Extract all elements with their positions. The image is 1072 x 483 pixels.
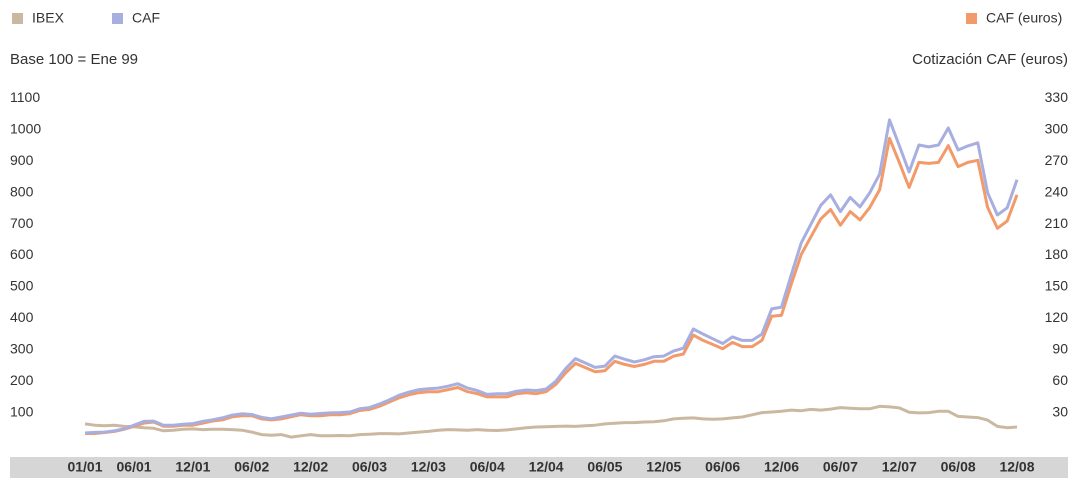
legend-label: IBEX bbox=[32, 10, 65, 26]
y2-tick-label: 180 bbox=[1045, 246, 1069, 262]
x-tick-label: 06/07 bbox=[823, 459, 858, 475]
x-tick-label: 12/01 bbox=[175, 459, 210, 475]
x-tick-label: 06/05 bbox=[587, 459, 622, 475]
y-tick-label: 100 bbox=[10, 403, 34, 419]
y2-tick-label: 300 bbox=[1045, 121, 1069, 137]
x-tick-label: 06/01 bbox=[117, 459, 152, 475]
y-tick-label: 500 bbox=[10, 278, 34, 294]
subtitle: Base 100 = Ene 99 bbox=[10, 51, 138, 68]
x-tick-label: 06/08 bbox=[941, 459, 976, 475]
legend-label: CAF (euros) bbox=[986, 10, 1062, 26]
y2-tick-label: 270 bbox=[1045, 152, 1069, 168]
x-tick-label: 12/02 bbox=[293, 459, 328, 475]
y-tick-label: 700 bbox=[10, 215, 34, 231]
x-axis-band bbox=[10, 457, 1068, 478]
x-tick-label: 12/03 bbox=[411, 459, 446, 475]
x-tick-label: 06/03 bbox=[352, 459, 387, 475]
series-line bbox=[84, 404, 1018, 439]
y-tick-label: 200 bbox=[10, 372, 34, 388]
y-tick-label: 1000 bbox=[10, 121, 41, 137]
x-tick-label: 06/06 bbox=[705, 459, 740, 475]
y2-tick-label: 240 bbox=[1045, 183, 1069, 199]
series-line bbox=[85, 136, 1019, 435]
y2-tick-label: 30 bbox=[1052, 403, 1068, 419]
x-tick-label: 12/06 bbox=[764, 459, 799, 475]
y2-tick-label: 330 bbox=[1045, 89, 1069, 105]
x-tick-label: 12/04 bbox=[529, 459, 564, 475]
y2-tick-label: 150 bbox=[1045, 278, 1069, 294]
legend-swatch bbox=[12, 13, 23, 24]
legend-swatch bbox=[966, 13, 977, 24]
y2-tick-label: 90 bbox=[1052, 340, 1068, 356]
legend-swatch bbox=[112, 13, 123, 24]
y2-tick-label: 120 bbox=[1045, 309, 1069, 325]
y2-tick-label: 60 bbox=[1052, 372, 1068, 388]
x-tick-label: 01/01 bbox=[67, 459, 102, 475]
y-tick-label: 300 bbox=[10, 340, 34, 356]
y2-axis-label: Cotización CAF (euros) bbox=[912, 51, 1068, 68]
x-tick-label: 06/04 bbox=[470, 459, 505, 475]
y-tick-label: 400 bbox=[10, 309, 34, 325]
y-tick-label: 800 bbox=[10, 183, 34, 199]
x-tick-label: 06/02 bbox=[234, 459, 269, 475]
y2-tick-label: 210 bbox=[1045, 215, 1069, 231]
legend-label: CAF bbox=[132, 10, 160, 26]
y-tick-label: 900 bbox=[10, 152, 34, 168]
x-tick-label: 12/05 bbox=[646, 459, 681, 475]
x-tick-label: 12/07 bbox=[882, 459, 917, 475]
y-tick-label: 600 bbox=[10, 246, 34, 262]
series-line bbox=[84, 118, 1019, 435]
y-tick-label: 1100 bbox=[10, 89, 40, 105]
x-tick-label: 12/08 bbox=[999, 459, 1034, 475]
